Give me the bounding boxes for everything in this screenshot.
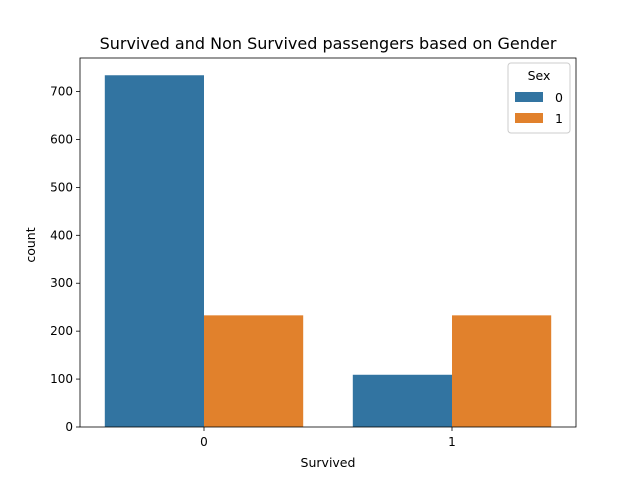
legend: Sex 0 1 xyxy=(507,62,571,134)
y-axis-ticks: 0 100 200 300 400 500 600 700 xyxy=(50,85,80,434)
y-tick-label: 100 xyxy=(50,372,73,386)
y-tick-label: 0 xyxy=(65,420,73,434)
bars-group xyxy=(104,75,552,427)
bar-survived-1-sex-0 xyxy=(352,374,452,427)
y-tick-label: 500 xyxy=(50,180,73,194)
chart-title: Survived and Non Survived passengers bas… xyxy=(100,34,557,53)
bar-survived-0-sex-0 xyxy=(104,75,204,427)
legend-swatch-1 xyxy=(515,113,543,123)
y-tick-label: 600 xyxy=(50,132,73,146)
legend-swatch-0 xyxy=(515,92,543,102)
y-tick-label: 700 xyxy=(50,85,73,99)
legend-label-1: 1 xyxy=(555,111,563,126)
y-tick-label: 200 xyxy=(50,324,73,338)
y-axis-label: count xyxy=(23,227,38,262)
legend-title: Sex xyxy=(528,68,551,83)
x-tick-label: 0 xyxy=(200,435,208,449)
x-tick-label: 1 xyxy=(448,435,456,449)
y-tick-label: 300 xyxy=(50,276,73,290)
plot-frame xyxy=(79,57,577,428)
x-axis-label: Survived xyxy=(301,455,356,470)
bar-survived-0-sex-1 xyxy=(204,315,304,427)
bar-survived-1-sex-1 xyxy=(452,315,552,427)
legend-label-0: 0 xyxy=(555,90,563,105)
y-tick-label: 400 xyxy=(50,228,73,242)
